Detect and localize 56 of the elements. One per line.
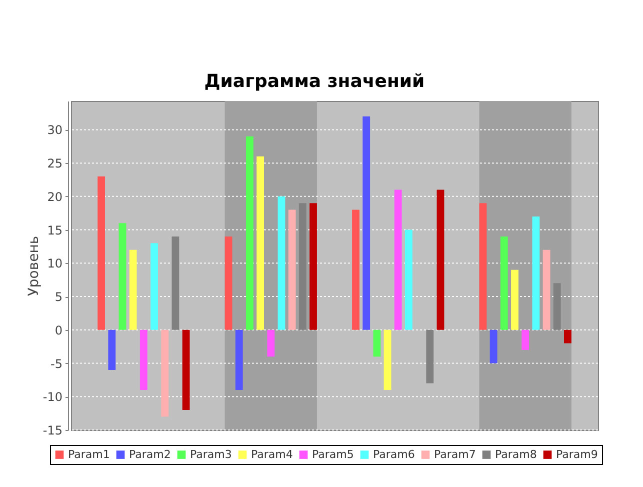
bar (500, 236, 508, 330)
bar (394, 190, 402, 330)
bar (564, 330, 572, 344)
bar (373, 330, 381, 357)
bar (278, 196, 286, 330)
chart-title: Диаграмма значений (204, 71, 425, 92)
legend-label: Param1 (68, 448, 110, 461)
bar (352, 210, 360, 330)
bar (267, 330, 275, 357)
legend-label: Param9 (556, 448, 598, 461)
bar (140, 330, 148, 390)
bar (479, 203, 487, 330)
y-tick-label: 25 (47, 156, 62, 171)
bar (288, 210, 296, 330)
bar (384, 330, 392, 390)
bar (404, 230, 412, 330)
bar (426, 330, 434, 384)
bar (362, 116, 370, 330)
bar (436, 190, 444, 330)
bar (553, 283, 561, 330)
bar (118, 223, 126, 330)
bar (108, 330, 116, 370)
bar (224, 236, 232, 330)
bar (298, 203, 306, 330)
legend-label: Param3 (190, 448, 232, 461)
bar (129, 250, 137, 330)
bar (532, 216, 540, 330)
legend-label: Param2 (129, 448, 171, 461)
y-tick-label: 30 (47, 123, 62, 138)
y-tick-label: -15 (42, 424, 62, 438)
bar (511, 270, 518, 330)
y-tick-label: 0 (54, 323, 62, 338)
y-tick-label: 10 (47, 256, 62, 271)
bar (98, 176, 106, 330)
bar (490, 330, 498, 364)
y-tick-label: -5 (50, 356, 62, 371)
bar (522, 330, 530, 350)
y-axis-title: Уровень (26, 236, 42, 296)
y-tick-label: 5 (54, 290, 62, 304)
y-tick-label: 20 (47, 190, 62, 204)
bar (246, 136, 254, 330)
legend-label: Param7 (434, 448, 476, 461)
legend-label: Param6 (373, 448, 415, 461)
y-tick-label: 15 (47, 223, 62, 238)
bar (172, 236, 180, 330)
bar (542, 250, 550, 330)
bar (161, 330, 169, 417)
bar (182, 330, 190, 410)
bar (310, 203, 317, 330)
legend-label: Param8 (495, 448, 537, 461)
bar (235, 330, 243, 390)
bar (150, 243, 158, 330)
y-tick-label: -10 (42, 390, 62, 404)
legend-label: Param4 (251, 448, 293, 461)
legend-label: Param5 (312, 448, 354, 461)
bar (256, 156, 264, 330)
